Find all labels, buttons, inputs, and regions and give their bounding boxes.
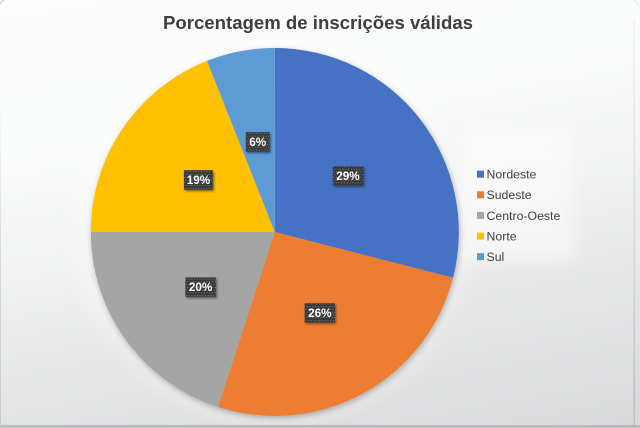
svg-text:Sudeste: Sudeste bbox=[487, 188, 532, 202]
svg-text:Sul: Sul bbox=[487, 250, 505, 264]
svg-text:26%: 26% bbox=[308, 307, 332, 320]
svg-text:29%: 29% bbox=[336, 170, 360, 183]
svg-text:Porcentagem de inscrições váli: Porcentagem de inscrições válidas bbox=[163, 12, 473, 33]
svg-text:20%: 20% bbox=[189, 281, 213, 294]
svg-text:Nordeste: Nordeste bbox=[487, 168, 537, 182]
svg-text:19%: 19% bbox=[187, 174, 211, 187]
svg-text:Centro-Oeste: Centro-Oeste bbox=[487, 209, 561, 223]
svg-text:6%: 6% bbox=[249, 136, 267, 149]
svg-text:Norte: Norte bbox=[487, 230, 517, 244]
